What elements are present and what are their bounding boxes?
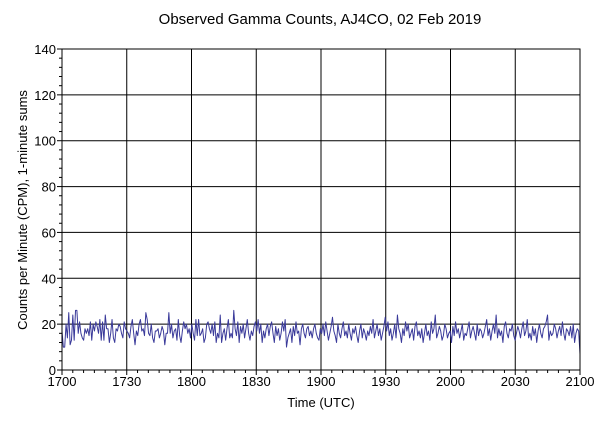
x-tick-label: 1800 bbox=[177, 374, 206, 389]
y-tick-label: 100 bbox=[34, 134, 56, 149]
x-tick-label: 1700 bbox=[48, 374, 77, 389]
grid-lines bbox=[62, 49, 580, 370]
y-axis-label: Counts per Minute (CPM), 1-minute sums bbox=[15, 90, 30, 330]
x-tick-label: 1830 bbox=[242, 374, 271, 389]
y-tick-label: 0 bbox=[49, 363, 56, 378]
y-axis-ticks: 0 20 40 60 80 100 120 140 bbox=[34, 42, 62, 378]
x-tick-label: 1930 bbox=[371, 374, 400, 389]
x-tick-label: 1900 bbox=[307, 374, 336, 389]
y-tick-label: 40 bbox=[42, 271, 56, 286]
y-tick-label: 140 bbox=[34, 42, 56, 57]
x-axis-ticks: 1700 1730 1800 1830 1900 1930 2000 2030 2100 bbox=[48, 370, 595, 389]
x-tick-label: 2000 bbox=[436, 374, 465, 389]
x-tick-label: 2100 bbox=[566, 374, 595, 389]
y-tick-label: 60 bbox=[42, 225, 56, 240]
x-tick-label: 1730 bbox=[112, 374, 141, 389]
x-tick-label: 2030 bbox=[501, 374, 530, 389]
chart-title: Observed Gamma Counts, AJ4CO, 02 Feb 201… bbox=[159, 11, 482, 28]
x-axis-label: Time (UTC) bbox=[287, 395, 354, 410]
series-group bbox=[61, 309, 581, 354]
y-tick-label: 120 bbox=[34, 88, 56, 103]
y-tick-label: 80 bbox=[42, 180, 56, 195]
series-line bbox=[61, 309, 581, 354]
y-tick-label: 20 bbox=[42, 317, 56, 332]
